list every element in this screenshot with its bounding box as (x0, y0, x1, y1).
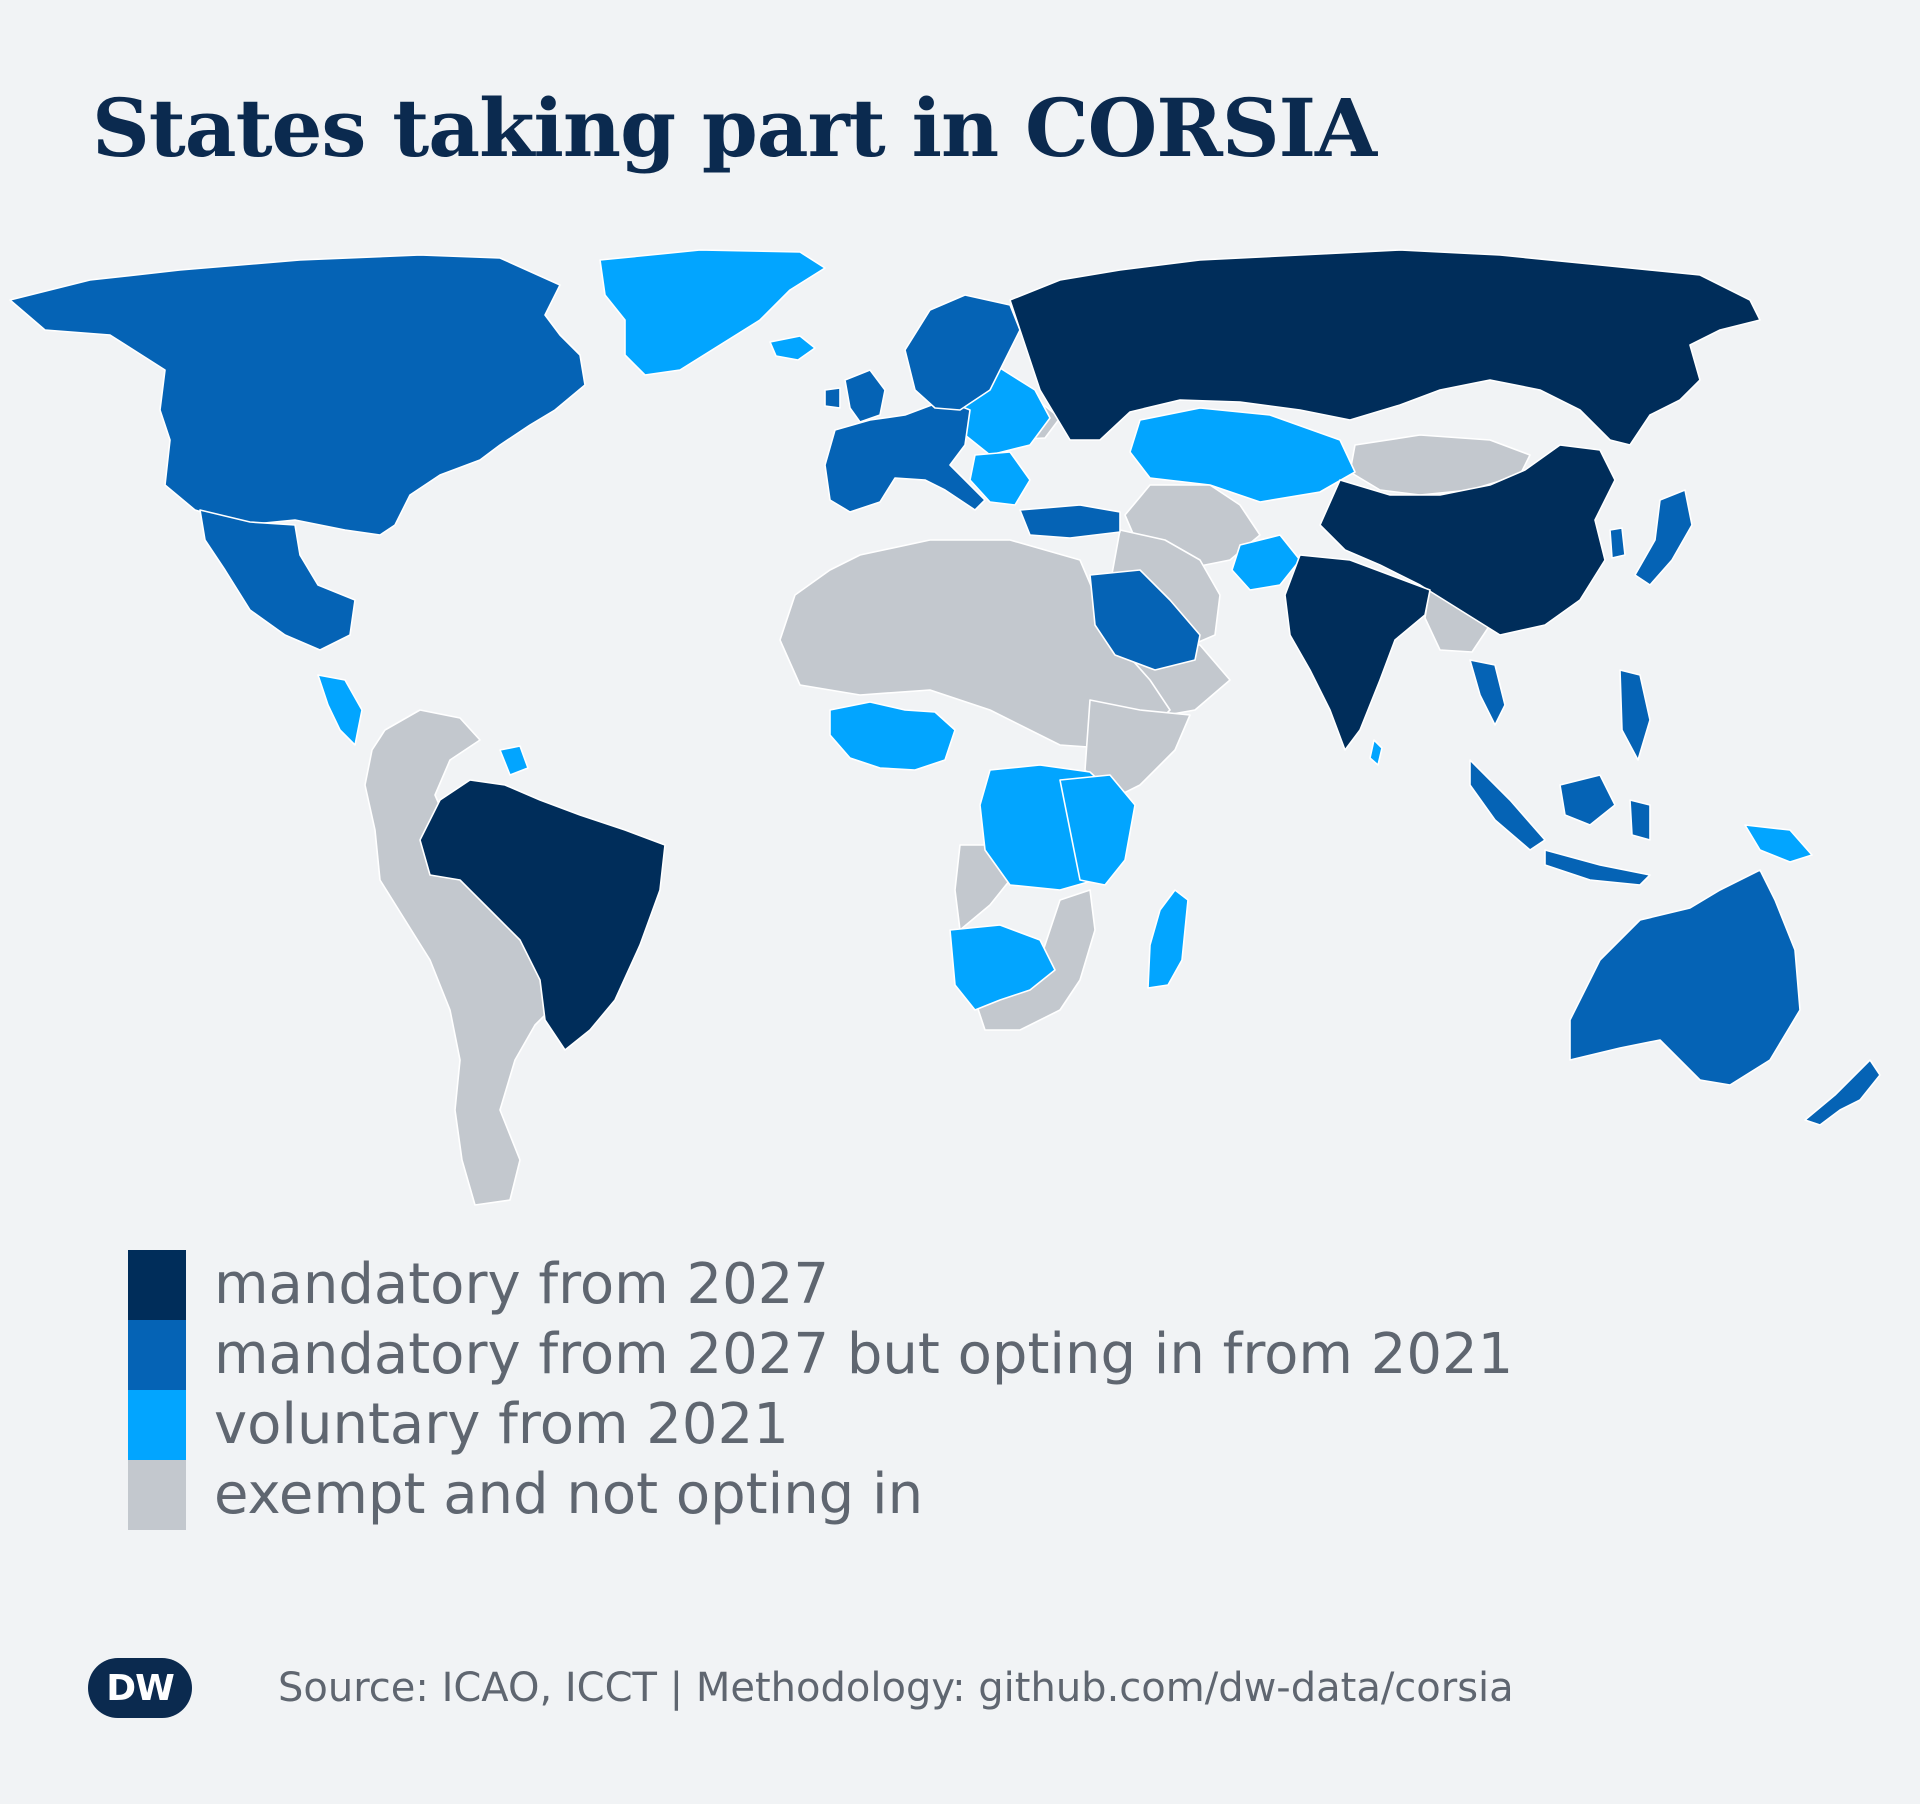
country-guyana (499, 745, 529, 776)
country-china (1319, 444, 1616, 636)
source-note: Source: ICAO, ICCT | Methodology: github… (278, 1665, 1514, 1711)
country-madagascar (1147, 889, 1189, 989)
legend-item: mandatory from 2027 (128, 1250, 1513, 1320)
logo-text: DW (106, 1667, 175, 1709)
country-papua-new-guinea (1744, 824, 1813, 863)
legend-label: mandatory from 2027 but opting in from 2… (214, 1322, 1514, 1387)
country-brazil (419, 779, 666, 1051)
legend-item: voluntary from 2021 (128, 1390, 1513, 1460)
country-turkey (1019, 504, 1121, 539)
country-usa-canada (9, 254, 586, 536)
country-sri-lanka (1369, 739, 1383, 766)
country-south-america-grey (364, 709, 561, 1206)
legend-swatch (128, 1460, 186, 1530)
country-iceland (769, 335, 816, 361)
country-southeast-asia-blue (1469, 659, 1546, 851)
legend-label: voluntary from 2021 (214, 1392, 789, 1457)
country-western-europe (824, 399, 986, 513)
country-saudi-arabia (1089, 569, 1201, 671)
country-balkans (969, 451, 1031, 506)
legend-swatch (128, 1250, 186, 1320)
country-east-africa (1059, 774, 1136, 886)
country-afghanistan (1231, 534, 1301, 591)
country-new-zealand (1804, 1059, 1881, 1126)
country-uk-ireland (824, 369, 886, 423)
country-japan-korea (1609, 489, 1693, 586)
legend-item: mandatory from 2027 but opting in from 2… (128, 1320, 1513, 1390)
mandatory-countries (419, 249, 1761, 1051)
country-australia (1569, 869, 1801, 1086)
map-legend: mandatory from 2027 mandatory from 2027 … (128, 1250, 1513, 1530)
country-indonesia-philippines (1544, 669, 1651, 886)
opting-in-countries (9, 254, 1881, 1126)
legend-label: mandatory from 2027 (214, 1252, 830, 1317)
country-kazakhstan (1129, 407, 1356, 503)
legend-item: exempt and not opting in (128, 1460, 1513, 1530)
legend-swatch (128, 1390, 186, 1460)
country-india (1284, 554, 1431, 751)
legend-label: exempt and not opting in (214, 1462, 924, 1527)
country-mexico (199, 509, 356, 651)
country-central-america-blue (317, 674, 363, 746)
country-greenland (599, 249, 826, 376)
footer: DW Source: ICAO, ICCT | Methodology: git… (88, 1658, 1514, 1718)
country-west-africa (829, 701, 956, 771)
country-russia (1009, 249, 1761, 446)
voluntary-countries (317, 249, 1813, 1011)
dw-logo: DW (88, 1658, 192, 1718)
map-title: States taking part in CORSIA (92, 81, 1377, 175)
world-map (9, 249, 1881, 1206)
country-southern-africa-blue (949, 924, 1056, 1011)
legend-swatch (128, 1320, 186, 1390)
